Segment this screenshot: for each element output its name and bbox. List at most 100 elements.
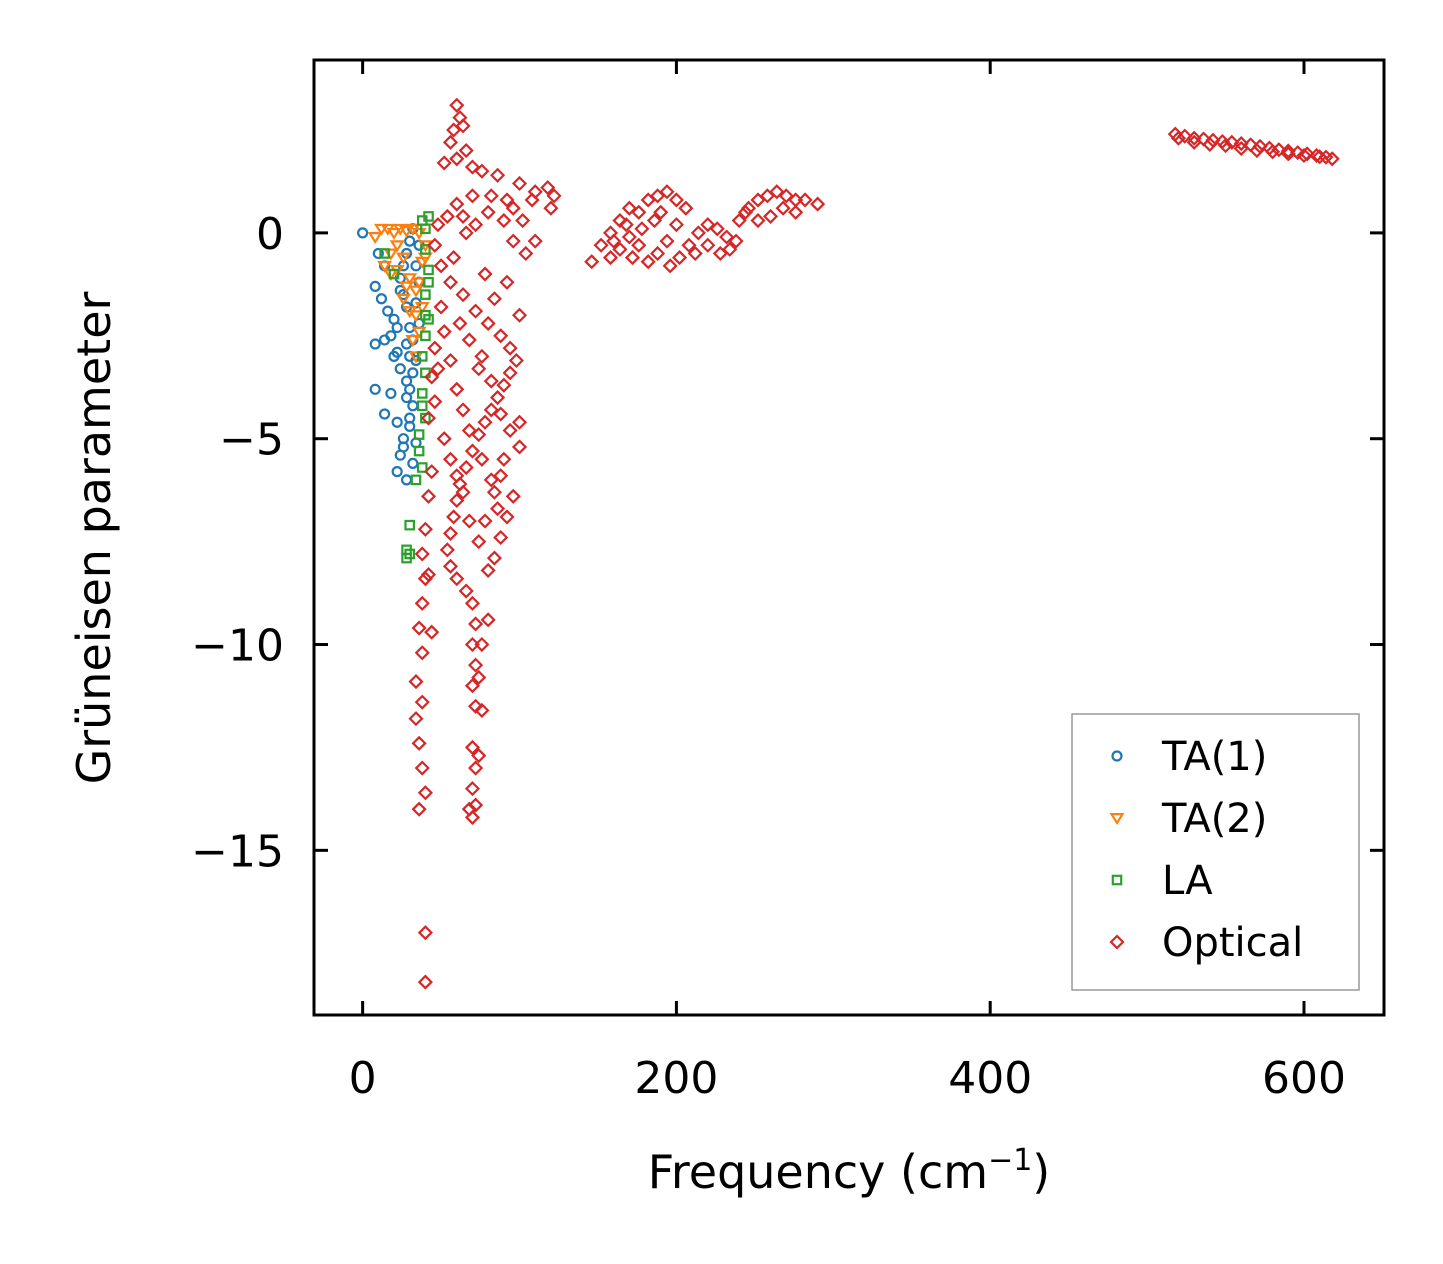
data-point [408, 310, 424, 323]
data-point [1186, 130, 1202, 146]
legend-label: TA(1) [1161, 734, 1267, 780]
data-point [483, 188, 499, 204]
data-point [400, 474, 413, 486]
data-point [464, 781, 481, 797]
legend-label: TA(2) [1161, 796, 1267, 842]
data-point [458, 583, 474, 599]
data-point [442, 558, 459, 574]
data-point [386, 227, 402, 240]
data-point [631, 204, 647, 220]
legend-entry: Optical [1109, 920, 1303, 966]
data-point [417, 785, 433, 801]
legend-marker [1111, 750, 1123, 762]
data-point [420, 289, 431, 300]
data-point [420, 223, 431, 235]
legend-label: LA [1162, 858, 1213, 904]
y-axis-label: Grüneisen parameter [67, 291, 121, 784]
data-point [464, 595, 481, 611]
data-point [424, 369, 440, 385]
data-point [778, 188, 794, 204]
data-point [455, 118, 471, 134]
data-point [490, 501, 506, 517]
data-point [584, 254, 600, 270]
data-point [681, 237, 697, 253]
data-point [468, 760, 484, 776]
data-point [379, 408, 391, 420]
data-point [505, 488, 521, 504]
data-point [369, 280, 381, 293]
data-point [483, 373, 499, 389]
data-point [593, 237, 609, 253]
data-point [394, 363, 406, 375]
data-point [505, 233, 521, 249]
data-point [400, 391, 413, 404]
data-point [511, 439, 528, 455]
data-point [471, 534, 487, 550]
data-point [709, 221, 725, 237]
data-point [411, 735, 427, 751]
data-point [424, 464, 440, 480]
data-point [416, 388, 428, 399]
data-point [515, 212, 531, 229]
data-point [518, 245, 534, 262]
data-point [502, 365, 518, 381]
data-point [468, 698, 484, 714]
data-point [405, 334, 421, 347]
data-point [640, 254, 656, 270]
data-point [728, 233, 744, 249]
data-point [399, 281, 415, 294]
data-point [1186, 134, 1202, 150]
data-point [499, 274, 515, 290]
data-point [511, 175, 528, 192]
data-point [502, 340, 518, 356]
data-point [388, 268, 400, 280]
data-point [430, 361, 446, 377]
data-point [458, 225, 474, 241]
data-point [471, 669, 487, 686]
data-point [490, 389, 506, 406]
data-point [401, 552, 412, 564]
data-point [420, 309, 431, 321]
series-optical [408, 97, 1340, 990]
series-la [379, 211, 434, 564]
data-point [508, 352, 524, 369]
data-point [631, 237, 647, 253]
data-point [388, 350, 400, 362]
data-point [446, 250, 462, 266]
data-point [452, 315, 468, 332]
x-tick-label: 0 [349, 1053, 377, 1104]
data-point [471, 748, 487, 764]
data-point [543, 200, 559, 216]
data-point [618, 217, 634, 233]
data-point [377, 260, 393, 273]
data-point [389, 240, 405, 253]
data-point [442, 134, 459, 150]
data-point [461, 801, 477, 817]
data-point [1308, 147, 1325, 164]
series-ta-1- [357, 223, 425, 486]
data-point [1280, 143, 1296, 159]
data-point [379, 334, 391, 346]
data-point [455, 208, 471, 224]
data-point [493, 529, 509, 546]
data-point [449, 151, 465, 167]
legend: TA(1) TA(2) LA Optical [1071, 713, 1360, 991]
data-point [480, 562, 496, 578]
data-point [423, 276, 434, 288]
data-point [788, 204, 804, 220]
data-point [1265, 144, 1281, 160]
data-point [420, 330, 431, 342]
y-tick-label: 0 [256, 209, 284, 260]
data-point [468, 217, 484, 233]
data-point [411, 801, 427, 817]
data-point [662, 258, 678, 274]
data-point [449, 468, 465, 484]
data-point [527, 233, 543, 249]
data-point [455, 287, 471, 303]
data-point [797, 192, 813, 208]
data-point [499, 509, 515, 525]
data-point [404, 519, 416, 531]
data-point [499, 192, 515, 208]
data-point [407, 400, 419, 412]
